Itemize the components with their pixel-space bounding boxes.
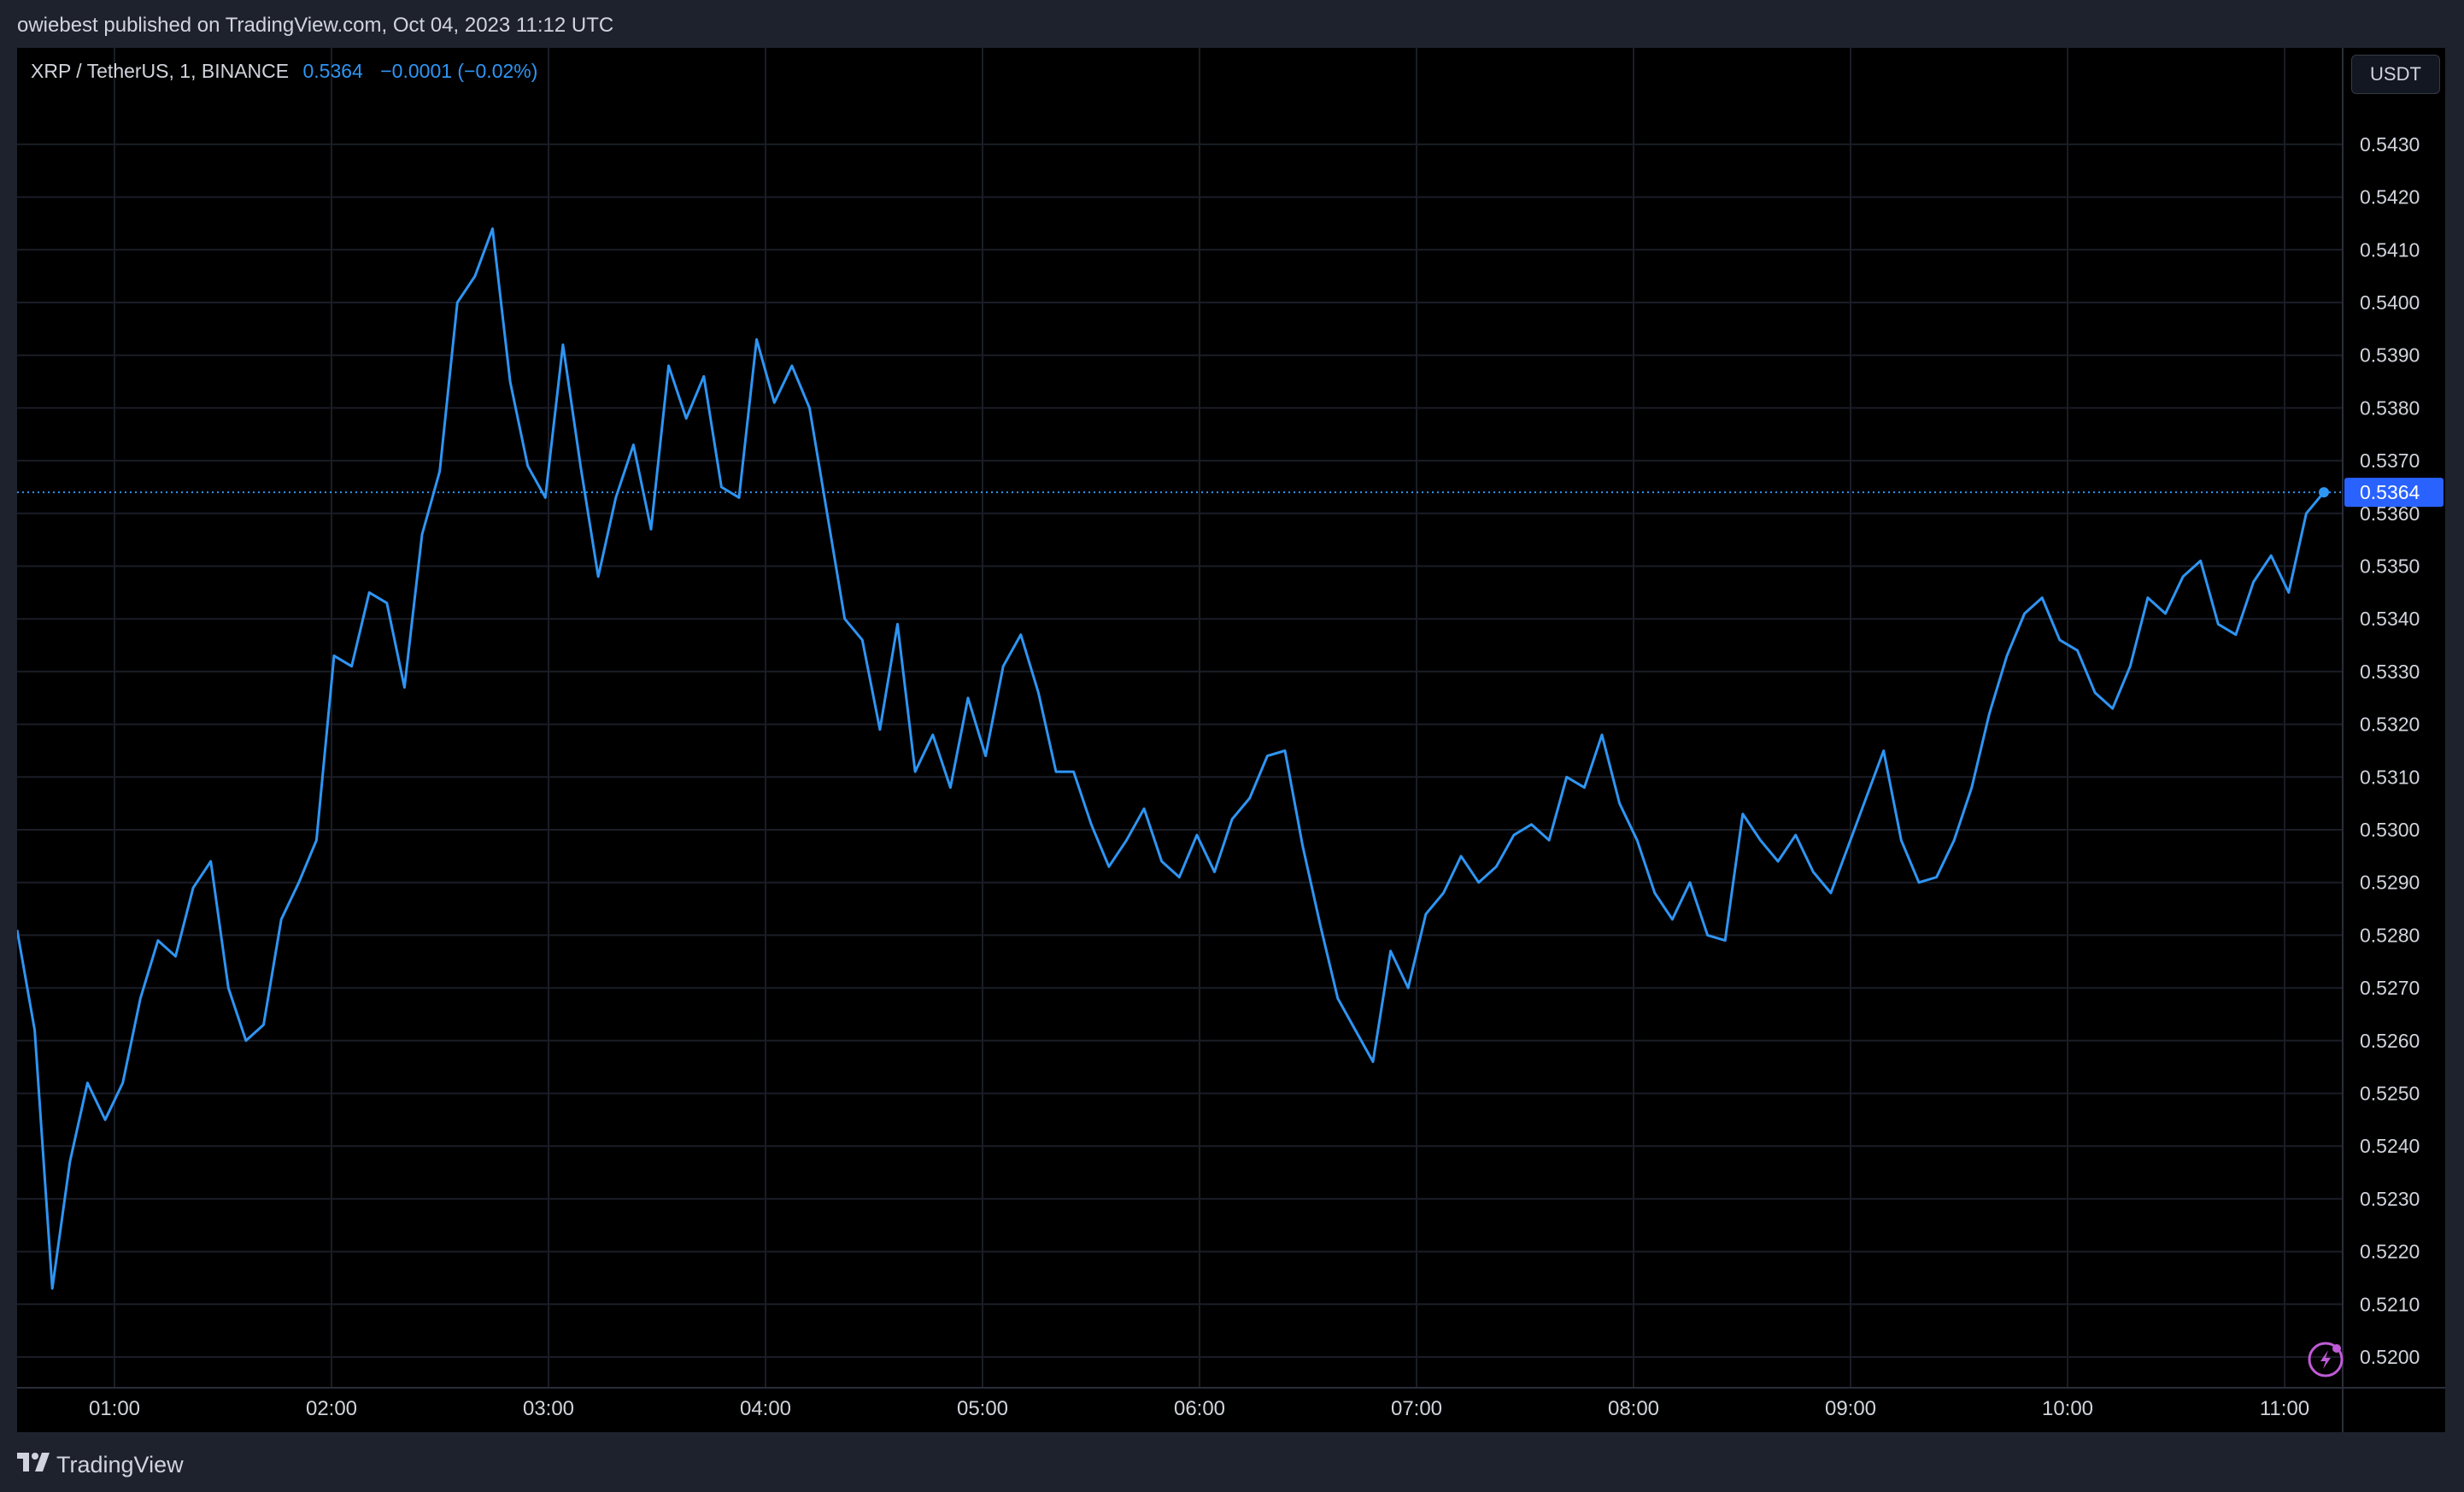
publish-header: owiebest published on TradingView.com, O… [0,0,2464,48]
last-price-label: 0.5364 [2360,481,2420,503]
series-layer [17,227,2326,1290]
x-tick-label: 06:00 [1174,1397,1225,1420]
x-tick-label: 07:00 [1391,1397,1442,1420]
x-tick-label: 01:00 [89,1397,140,1420]
y-tick-label: 0.5430 [2360,133,2420,156]
y-tick-label: 0.5290 [2360,872,2420,894]
y-tick-label: 0.5310 [2360,766,2420,788]
y-tick-label: 0.5200 [2360,1346,2420,1368]
y-tick-label: 0.5250 [2360,1083,2420,1105]
currency-button[interactable]: USDT [2351,55,2440,94]
x-tick-label: 02:00 [306,1397,357,1420]
footer-brand[interactable]: TradingView [56,1452,184,1477]
lightning-icon[interactable] [2308,1342,2344,1377]
x-tick-label: 03:00 [523,1397,574,1420]
y-tick-label: 0.5400 [2360,291,2420,314]
y-tick-label: 0.5320 [2360,714,2420,736]
y-tick-label: 0.5220 [2360,1241,2420,1263]
last-price-tag [2344,478,2443,508]
chart-legend: XRP / TetherUS, 1, BINANCE 0.5364 −0.000… [31,60,537,83]
y-tick-label: 0.5380 [2360,396,2420,419]
y-tick-label: 0.5210 [2360,1293,2420,1315]
x-tick-label: 05:00 [957,1397,1008,1420]
y-tick-label: 0.5230 [2360,1188,2420,1210]
y-tick-label: 0.5420 [2360,186,2420,209]
x-tick-label: 04:00 [740,1397,791,1420]
time-axis[interactable]: 01:00 02:00 03:00 04:00 05:00 06:00 07:00 08:00… [89,1397,2309,1420]
last-price-layer: 0.5364 [17,478,2443,508]
published-info: owiebest published on TradingView.com, O… [17,14,614,37]
tradingview-logo-icon[interactable] [17,1453,51,1471]
footer: TradingView [0,1432,2464,1492]
y-tick-label: 0.5370 [2360,449,2420,472]
y-tick-label: 0.5280 [2360,924,2420,946]
y-tick-label: 0.5240 [2360,1135,2420,1157]
legend-change: −0.0001 (−0.02%) [380,60,538,82]
symbol-title[interactable]: XRP / TetherUS, 1, BINANCE [31,60,290,82]
price-line [17,227,2326,1290]
price-chart[interactable]: 0.5200 0.5210 0.5220 0.5230 0.5240 0.5250 0.52… [17,48,2445,1432]
y-tick-label: 0.5260 [2360,1030,2420,1052]
x-tick-label: 11:00 [2260,1397,2309,1420]
x-tick-label: 10:00 [2042,1397,2093,1420]
x-tick-label: 09:00 [1825,1397,1876,1420]
y-tick-label: 0.5270 [2360,977,2420,999]
y-tick-label: 0.5410 [2360,238,2420,261]
price-axis[interactable]: 0.5200 0.5210 0.5220 0.5230 0.5240 0.5250 0.52… [2360,133,2420,1368]
chart-frame[interactable]: 0.5200 0.5210 0.5220 0.5230 0.5240 0.5250 0.52… [17,48,2445,1432]
y-tick-label: 0.5300 [2360,819,2420,841]
last-price-dot [2319,487,2329,498]
y-tick-label: 0.5330 [2360,661,2420,683]
x-tick-label: 08:00 [1608,1397,1659,1420]
legend-price: 0.5364 [302,60,363,82]
y-tick-label: 0.5340 [2360,608,2420,630]
grid [17,48,2445,1432]
y-tick-label: 0.5350 [2360,555,2420,578]
y-tick-label: 0.5390 [2360,344,2420,367]
